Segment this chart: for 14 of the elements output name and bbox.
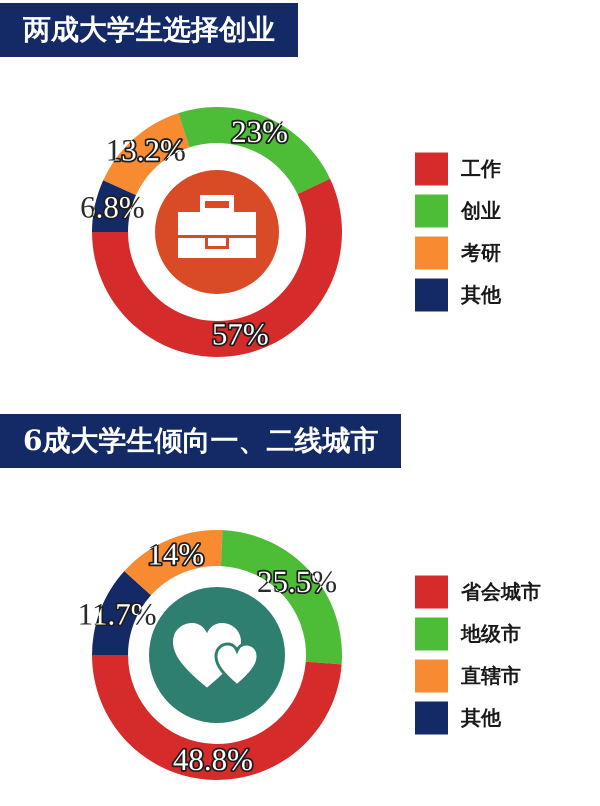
legend-label: 考研 [461, 240, 501, 266]
legend-label: 地级市 [461, 620, 521, 648]
data-label: 14% [147, 536, 204, 572]
legend-label: 直辖市 [461, 662, 521, 690]
legend-label: 其他 [461, 282, 501, 308]
data-label: 23% [231, 114, 288, 149]
legend-label: 其他 [461, 704, 501, 732]
legend-label: 工作 [461, 156, 501, 182]
chart-title: 6成大学生倾向一、二线城市 [0, 414, 402, 468]
chart-title: 两成大学生选择创业 [0, 3, 298, 57]
data-label: 48.8% [172, 742, 254, 778]
data-label: 57% [212, 316, 269, 352]
legend-label: 省会城市 [461, 578, 541, 606]
legend-label: 创业 [461, 198, 501, 224]
